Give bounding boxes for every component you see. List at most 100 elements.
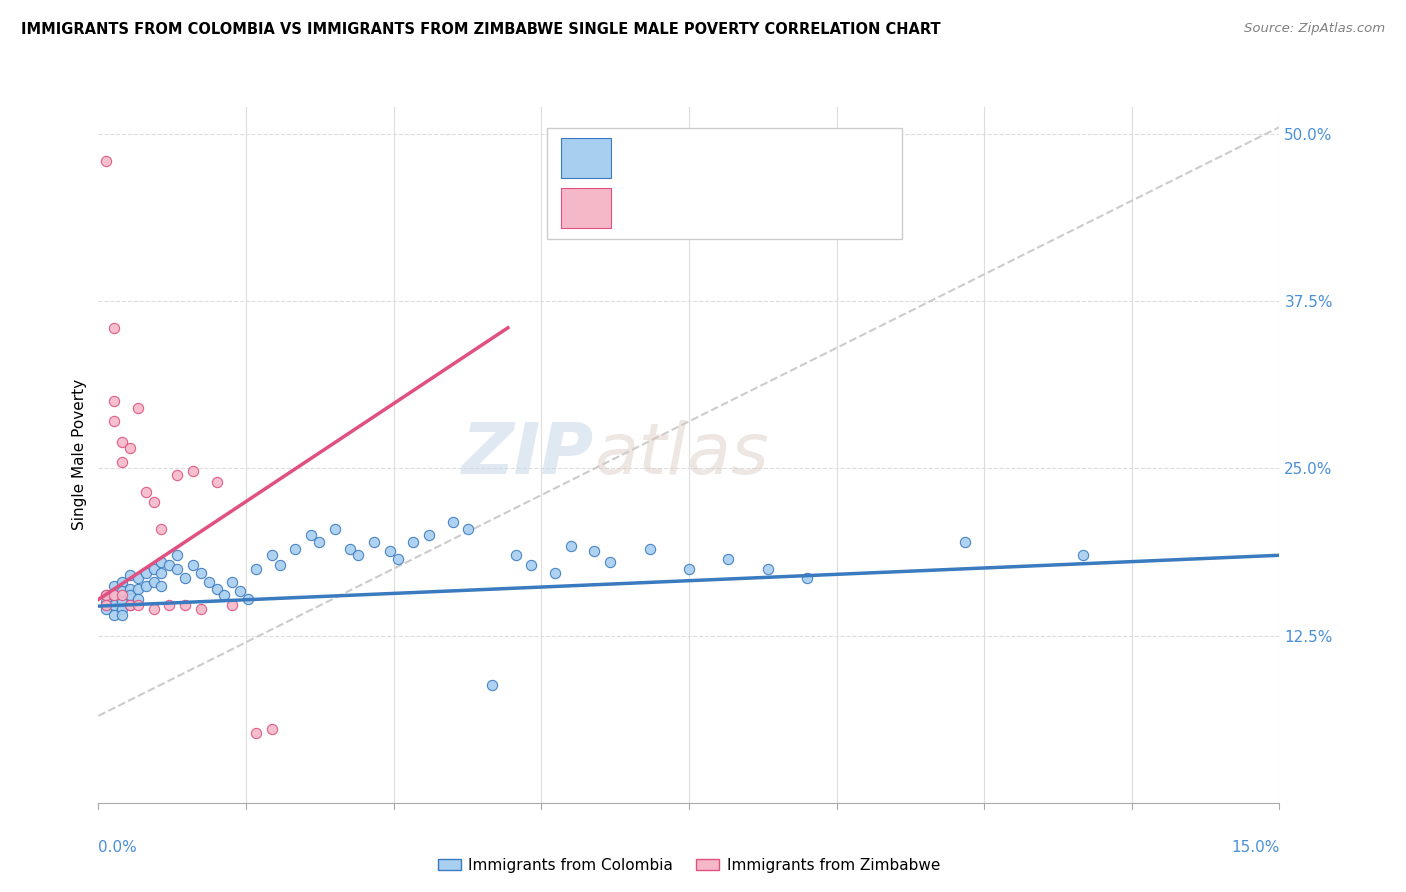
- Point: [127, 401, 149, 416]
- Point: [96, 153, 118, 168]
- Point: [260, 723, 283, 737]
- Point: [166, 562, 188, 576]
- Text: 15.0%: 15.0%: [1232, 840, 1279, 855]
- Point: [96, 589, 118, 603]
- Point: [135, 485, 157, 500]
- Point: [142, 562, 165, 576]
- Point: [190, 602, 212, 616]
- Point: [197, 575, 219, 590]
- Point: [96, 598, 118, 612]
- Point: [221, 575, 243, 590]
- Point: [260, 548, 283, 563]
- Point: [505, 548, 527, 563]
- Point: [441, 515, 464, 529]
- Point: [245, 726, 267, 740]
- Point: [103, 415, 125, 429]
- Point: [103, 608, 125, 623]
- Point: [142, 494, 165, 508]
- Point: [103, 589, 125, 603]
- Point: [481, 678, 503, 692]
- Point: [457, 521, 479, 535]
- Point: [111, 602, 134, 616]
- Point: [127, 571, 149, 585]
- Point: [174, 571, 197, 585]
- Point: [118, 568, 141, 582]
- Point: [103, 579, 125, 593]
- Point: [221, 598, 243, 612]
- Point: [111, 595, 134, 609]
- Point: [796, 571, 818, 585]
- Point: [135, 579, 157, 593]
- Point: [205, 582, 228, 596]
- Point: [127, 582, 149, 596]
- Point: [157, 598, 180, 612]
- Point: [190, 566, 212, 580]
- Point: [284, 541, 307, 556]
- Point: [583, 544, 606, 558]
- Point: [150, 521, 173, 535]
- Point: [166, 468, 188, 483]
- Text: atlas: atlas: [595, 420, 769, 490]
- Point: [96, 595, 118, 609]
- Point: [118, 582, 141, 596]
- Point: [118, 598, 141, 612]
- Point: [157, 558, 180, 572]
- Point: [599, 555, 621, 569]
- Text: IMMIGRANTS FROM COLOMBIA VS IMMIGRANTS FROM ZIMBABWE SINGLE MALE POVERTY CORRELA: IMMIGRANTS FROM COLOMBIA VS IMMIGRANTS F…: [21, 22, 941, 37]
- Point: [323, 521, 346, 535]
- Point: [166, 548, 188, 563]
- Point: [678, 562, 700, 576]
- Point: [111, 584, 134, 599]
- Point: [127, 592, 149, 607]
- Point: [103, 321, 125, 335]
- Point: [378, 544, 401, 558]
- Point: [142, 602, 165, 616]
- Point: [1071, 548, 1094, 563]
- Point: [96, 589, 118, 603]
- Point: [245, 562, 267, 576]
- Point: [269, 558, 291, 572]
- Point: [560, 539, 582, 553]
- Point: [103, 589, 125, 603]
- Point: [118, 598, 141, 612]
- Point: [135, 566, 157, 580]
- Point: [520, 558, 543, 572]
- Point: [127, 598, 149, 612]
- Point: [299, 528, 322, 542]
- Point: [418, 528, 440, 542]
- Point: [181, 464, 204, 478]
- Point: [953, 535, 976, 549]
- Point: [717, 552, 740, 566]
- Text: Source: ZipAtlas.com: Source: ZipAtlas.com: [1244, 22, 1385, 36]
- Point: [402, 535, 425, 549]
- Text: ZIP: ZIP: [463, 420, 595, 490]
- Point: [308, 535, 330, 549]
- Point: [111, 608, 134, 623]
- Point: [111, 575, 134, 590]
- Point: [150, 555, 173, 569]
- Point: [387, 552, 409, 566]
- Y-axis label: Single Male Poverty: Single Male Poverty: [72, 379, 87, 531]
- Point: [181, 558, 204, 572]
- Point: [205, 475, 228, 489]
- Point: [174, 598, 197, 612]
- Point: [103, 598, 125, 612]
- Point: [347, 548, 370, 563]
- Point: [150, 579, 173, 593]
- Point: [214, 589, 236, 603]
- Point: [544, 566, 567, 580]
- Point: [756, 562, 779, 576]
- Point: [111, 434, 134, 449]
- Text: 0.0%: 0.0%: [98, 840, 138, 855]
- Point: [236, 592, 259, 607]
- Point: [111, 589, 134, 603]
- Point: [150, 566, 173, 580]
- Point: [638, 541, 661, 556]
- Point: [363, 535, 385, 549]
- Point: [339, 541, 361, 556]
- Point: [142, 575, 165, 590]
- Legend: Immigrants from Colombia, Immigrants from Zimbabwe: Immigrants from Colombia, Immigrants fro…: [432, 852, 946, 879]
- Point: [118, 442, 141, 456]
- Point: [103, 394, 125, 409]
- Point: [111, 455, 134, 469]
